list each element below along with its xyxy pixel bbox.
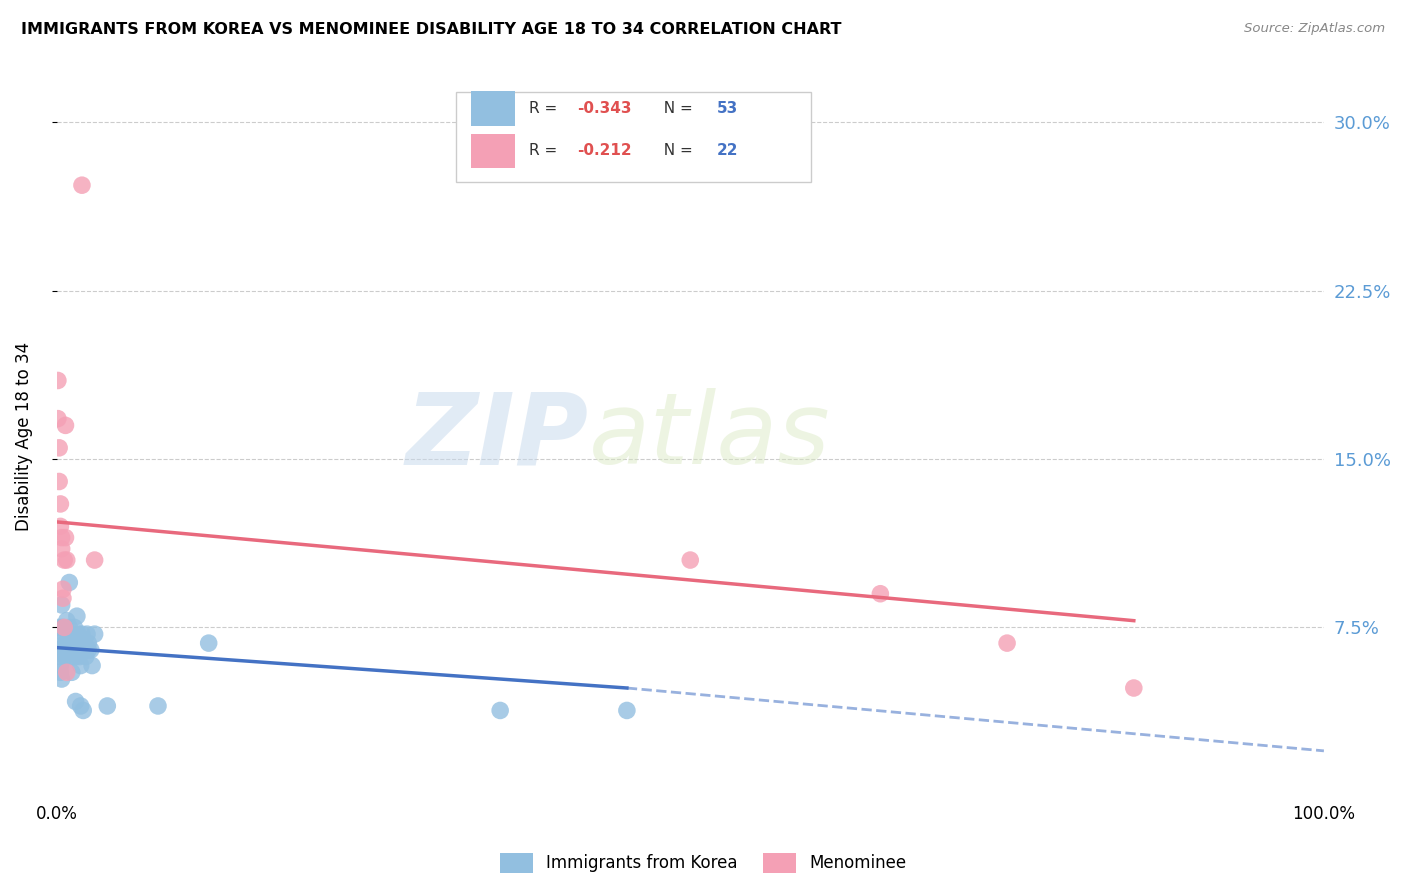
Point [869,587,891,601]
Point [49,497,72,511]
Point [66,609,89,624]
Point [55,649,77,664]
Point [73,636,96,650]
Point [65,649,87,664]
Point [46,411,69,425]
Text: IMMIGRANTS FROM KOREA VS MENOMINEE DISABILITY AGE 18 TO 34 CORRELATION CHART: IMMIGRANTS FROM KOREA VS MENOMINEE DISAB… [21,22,842,37]
Point [55,636,77,650]
Point [146,698,169,713]
Point [197,636,219,650]
Point [49,649,72,664]
Point [82,658,104,673]
Point [55,553,77,567]
Point [60,649,83,664]
Point [70,636,93,650]
Point [55,418,77,433]
Point [52,582,75,597]
Bar [471,92,516,126]
Point [83,627,105,641]
Point [80,643,103,657]
Point [55,665,77,680]
Text: 22: 22 [717,144,738,159]
Legend: Immigrants from Korea, Menominee: Immigrants from Korea, Menominee [494,847,912,880]
Point [53,620,76,634]
Point [55,614,77,628]
Point [65,643,87,657]
Text: -0.343: -0.343 [578,101,631,116]
Point [55,531,77,545]
Point [75,643,97,657]
Point [489,703,512,717]
Point [46,374,69,388]
Point [55,643,77,657]
Point [51,672,73,686]
Point [46,643,69,657]
Bar [471,134,516,168]
Point [59,643,82,657]
Point [49,519,72,533]
Text: R =: R = [529,101,562,116]
Point [65,694,87,708]
Point [616,703,638,717]
Text: Source: ZipAtlas.com: Source: ZipAtlas.com [1244,22,1385,36]
Text: N =: N = [654,101,697,116]
Point [48,636,70,650]
Point [60,665,83,680]
Point [69,698,91,713]
Point [59,636,82,650]
Point [49,643,72,657]
Text: -0.212: -0.212 [578,144,633,159]
Point [56,643,79,657]
Point [63,620,86,634]
Point [52,620,75,634]
Point [48,441,70,455]
Point [62,636,84,650]
Point [53,627,76,641]
Point [77,643,100,657]
Point [49,658,72,673]
Point [58,620,80,634]
Point [49,665,72,680]
Point [67,627,90,641]
Point [75,649,97,664]
Point [77,636,100,650]
Text: R =: R = [529,144,562,159]
Point [69,658,91,673]
Text: N =: N = [654,144,697,159]
Point [48,475,70,489]
Point [62,627,84,641]
Point [83,553,105,567]
Text: 53: 53 [717,101,738,116]
Point [53,553,76,567]
Point [58,575,80,590]
Point [1122,681,1144,695]
Point [52,591,75,606]
Point [67,649,90,664]
Point [995,636,1018,650]
Text: ZIP: ZIP [406,388,589,485]
Point [51,541,73,556]
Point [76,627,98,641]
Point [72,643,94,657]
Point [55,636,77,650]
Y-axis label: Disability Age 18 to 34: Disability Age 18 to 34 [15,342,32,531]
FancyBboxPatch shape [456,92,811,182]
Point [70,178,93,193]
Text: atlas: atlas [589,388,831,485]
Point [51,598,73,612]
Point [96,698,118,713]
Point [51,531,73,545]
Point [679,553,702,567]
Point [70,627,93,641]
Point [72,703,94,717]
Point [48,620,70,634]
Point [67,643,90,657]
